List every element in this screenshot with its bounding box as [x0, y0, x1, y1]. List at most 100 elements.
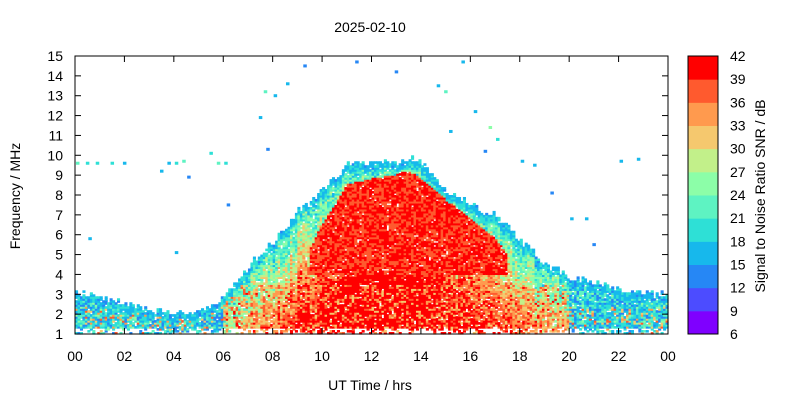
heatmap-cell: [317, 248, 321, 252]
heatmap-cell: [364, 240, 368, 244]
heatmap-cell: [376, 254, 380, 258]
heatmap-cell: [388, 214, 392, 218]
heatmap-cell: [386, 288, 390, 291]
heatmap-cell: [302, 238, 306, 242]
heatmap-cell: [327, 238, 331, 242]
heatmap-cell: [398, 302, 402, 305]
heatmap-cell: [341, 282, 345, 285]
heatmap-cell: [275, 242, 279, 246]
heatmap-cell: [304, 302, 308, 305]
heatmap-cell: [369, 234, 373, 238]
heatmap-cell: [255, 296, 259, 299]
heatmap-cell: [240, 310, 244, 313]
heatmap-cell: [250, 266, 254, 270]
heatmap-cell: [294, 266, 298, 270]
heatmap-cell: [317, 286, 321, 289]
heatmap-cell: [354, 173, 358, 176]
heatmap-cell: [119, 320, 123, 323]
heatmap-cell: [275, 312, 279, 315]
heatmap-cell: [314, 204, 318, 208]
heatmap-cell: [287, 298, 291, 301]
heatmap-cell: [393, 181, 397, 184]
heatmap-cell: [312, 318, 316, 321]
heatmap-cell: [361, 274, 365, 278]
heatmap-cell: [171, 322, 175, 325]
heatmap-cell: [346, 189, 350, 192]
heatmap-cell: [346, 270, 350, 274]
heatmap-cell: [112, 306, 116, 309]
heatmap-cell: [383, 236, 387, 240]
heatmap-cell: [75, 292, 79, 295]
heatmap-cell: [329, 304, 333, 307]
heatmap-cell: [364, 175, 368, 178]
heatmap-cell: [297, 276, 301, 279]
heatmap-cell: [309, 234, 313, 238]
heatmap-cell: [401, 240, 405, 244]
heatmap-cell: [349, 272, 353, 276]
heatmap-cell: [396, 312, 400, 315]
heatmap-cell: [356, 189, 360, 192]
heatmap-cell: [356, 292, 360, 295]
heatmap-cell: [260, 310, 264, 313]
heatmap-cell: [176, 324, 180, 327]
heatmap-cell: [331, 288, 336, 291]
heatmap-cell: [309, 200, 313, 204]
heatmap-cell: [205, 320, 210, 323]
heatmap-cell: [376, 228, 380, 232]
heatmap-cell: [99, 312, 103, 315]
heatmap-cell: [364, 193, 368, 196]
heatmap-cell: [391, 318, 395, 321]
heatmap-cell: [381, 169, 385, 172]
heatmap-cell: [319, 330, 323, 333]
heatmap-cell: [366, 320, 370, 323]
heatmap-cell: [82, 312, 86, 315]
heatmap-cell: [324, 224, 328, 228]
heatmap-cell: [243, 324, 247, 327]
heatmap-cell: [366, 177, 370, 180]
heatmap-cell: [386, 290, 390, 293]
heatmap-cell: [146, 324, 150, 327]
heatmap-cell: [282, 274, 286, 278]
heatmap-cell: [121, 328, 126, 331]
heatmap-cell: [144, 328, 148, 331]
heatmap-cell: [376, 246, 380, 250]
heatmap-cell: [351, 204, 355, 208]
heatmap-cell: [277, 274, 281, 278]
heatmap-cell: [341, 242, 345, 246]
heatmap-cell: [92, 298, 96, 301]
heatmap-cell: [129, 332, 133, 335]
heatmap-cell: [299, 226, 303, 230]
heatmap-cell: [351, 268, 355, 272]
heatmap-cell: [225, 318, 229, 321]
heatmap-cell: [307, 230, 311, 234]
heatmap-cell: [188, 316, 192, 319]
heatmap-cell: [396, 222, 400, 226]
heatmap-cell: [334, 286, 338, 289]
heatmap-cell: [304, 226, 308, 230]
heatmap-cell: [262, 290, 266, 293]
heatmap-cell: [250, 304, 254, 307]
heatmap-cell: [388, 290, 392, 293]
heatmap-cell: [346, 262, 350, 266]
heatmap-cell: [322, 280, 326, 283]
heatmap-cell: [334, 248, 338, 252]
heatmap-cell: [297, 306, 301, 309]
heatmap-cell: [304, 282, 308, 285]
heatmap-cell: [388, 175, 392, 178]
heatmap-cell: [218, 322, 222, 325]
heatmap-cell: [369, 326, 373, 329]
heatmap-cell: [275, 266, 279, 270]
heatmap-cell: [99, 296, 103, 299]
heatmap-cell: [107, 318, 111, 321]
heatmap-cell: [383, 183, 387, 186]
heatmap-cell: [334, 206, 338, 210]
heatmap-cell: [383, 204, 387, 208]
heatmap-cell: [396, 238, 400, 242]
heatmap-cell: [388, 238, 392, 242]
heatmap-cell: [351, 185, 355, 188]
heatmap-cell: [327, 254, 331, 258]
heatmap-cell: [262, 270, 266, 274]
heatmap-cell: [289, 270, 294, 274]
heatmap-cell: [312, 326, 316, 329]
heatmap-cell: [378, 242, 382, 246]
